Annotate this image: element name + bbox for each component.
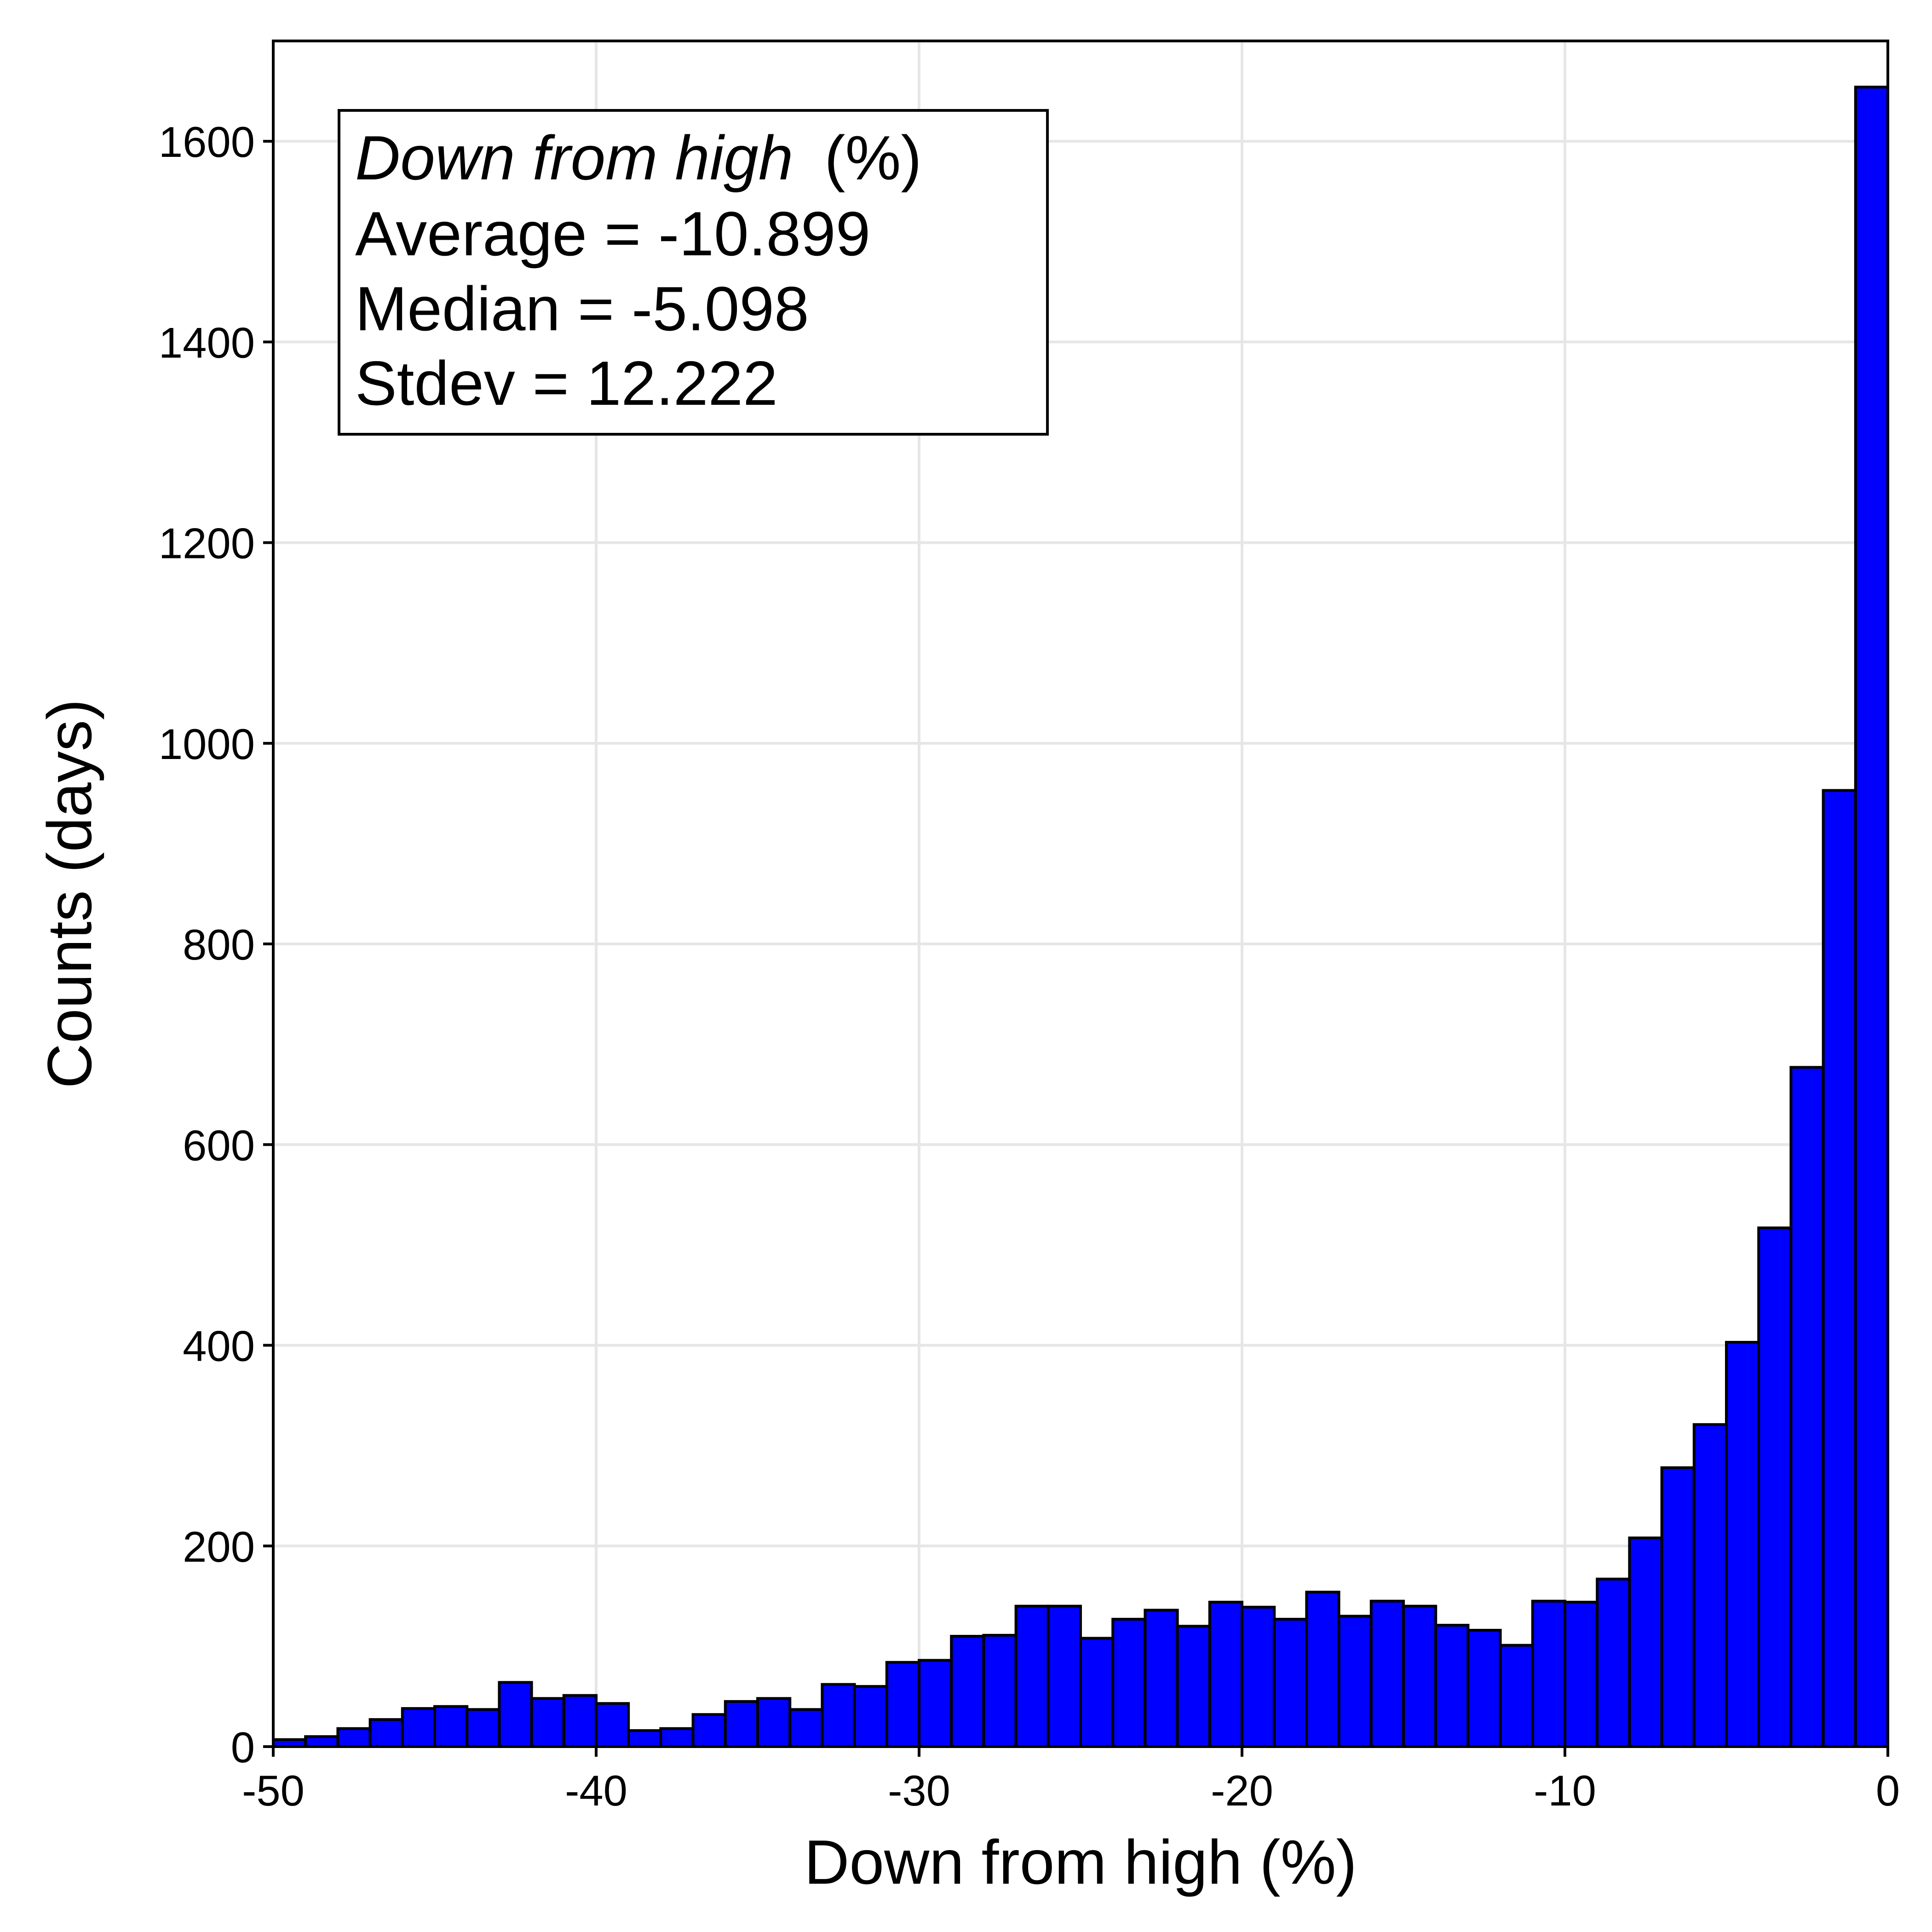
histogram-bar	[1208, 1600, 1244, 1748]
histogram-bar	[1596, 1577, 1631, 1748]
y-axis-label: Counts (days)	[34, 699, 104, 1089]
y-tick-label: 1000	[159, 720, 255, 768]
x-tick-label: 0	[1876, 1766, 1900, 1815]
histogram-bar	[530, 1697, 565, 1748]
x-tick-label: -50	[242, 1766, 305, 1815]
histogram-bar	[433, 1705, 469, 1748]
histogram-bar	[304, 1735, 339, 1748]
histogram-bar	[756, 1697, 792, 1748]
annotation-stdev: Stdev = 12.222	[355, 348, 778, 418]
histogram-bar	[1305, 1591, 1340, 1748]
histogram-bar	[1466, 1628, 1502, 1748]
histogram-bar	[885, 1661, 921, 1748]
x-axis-label: Down from high (%)	[804, 1827, 1357, 1897]
histogram-bar	[401, 1707, 436, 1748]
histogram-bar	[627, 1729, 662, 1748]
histogram-bar	[368, 1718, 404, 1748]
y-tick-label: 1200	[159, 519, 255, 568]
histogram-bar	[1369, 1599, 1405, 1748]
annotation-average: Average = -10.899	[355, 199, 870, 269]
histogram-bar	[1660, 1466, 1696, 1748]
histogram-bar	[1241, 1605, 1276, 1748]
histogram-bar	[1402, 1604, 1438, 1748]
histogram-bar	[1111, 1617, 1147, 1748]
x-tick-label: -10	[1534, 1766, 1596, 1815]
x-tick-label: -20	[1211, 1766, 1273, 1815]
histogram-bar	[918, 1659, 953, 1748]
histogram-bar	[498, 1681, 533, 1748]
histogram-bar	[691, 1713, 727, 1748]
histogram-bar	[1014, 1604, 1050, 1748]
annotation-title: Down from high (%)	[355, 123, 922, 193]
histogram-bar	[562, 1694, 598, 1748]
y-tick-label: 600	[183, 1121, 255, 1169]
histogram-bar	[1144, 1609, 1179, 1748]
histogram-bar	[853, 1685, 888, 1748]
histogram-bar	[950, 1635, 985, 1748]
x-tick-label: -30	[888, 1766, 950, 1815]
histogram-bar	[1434, 1624, 1470, 1748]
histogram-bar	[1692, 1423, 1728, 1748]
ticks-layer: -50 -40 -30 -20 -10 0 0 200 400 600 800 1000 1200 140…	[159, 118, 1900, 1815]
histogram-bar	[1822, 789, 1857, 1748]
stats-annotation: Down from high (%) Average = -10.899 Med…	[338, 109, 1049, 436]
histogram-bar	[1789, 1066, 1825, 1748]
histogram-bar	[724, 1700, 759, 1748]
y-tick-label: 1400	[159, 318, 255, 367]
histogram-bar	[821, 1683, 856, 1748]
histogram-bar	[1499, 1644, 1534, 1748]
histogram-bar	[1079, 1637, 1115, 1748]
annotation-title-italic: Down from high	[355, 123, 793, 193]
histogram-bar	[1757, 1226, 1793, 1748]
annotation-title-rest: (%)	[824, 123, 922, 193]
x-tick-label: -40	[565, 1766, 627, 1815]
histogram-bar	[1854, 86, 1890, 1748]
histogram-bar	[1725, 1340, 1760, 1748]
histogram-bar	[1337, 1615, 1373, 1748]
y-tick-label: 0	[231, 1723, 255, 1771]
histogram-bar	[1046, 1604, 1082, 1748]
histogram-bar	[336, 1727, 372, 1748]
histogram-bar	[1628, 1536, 1663, 1748]
annotation-box	[338, 109, 1049, 436]
plot-frame	[272, 40, 1889, 1748]
histogram-bar	[659, 1727, 695, 1748]
y-tick-label: 200	[183, 1523, 255, 1571]
histogram-bar	[1564, 1600, 1599, 1748]
y-tick-label: 400	[183, 1322, 255, 1370]
histogram-bar	[1531, 1599, 1567, 1748]
histogram-bar	[1273, 1617, 1308, 1748]
annotation-median: Median = -5.098	[355, 274, 809, 344]
y-tick-label: 800	[183, 920, 255, 969]
histogram-bar	[982, 1633, 1018, 1748]
histogram-bar	[466, 1708, 501, 1748]
histogram-bar	[1176, 1625, 1211, 1748]
histogram-bar	[788, 1708, 824, 1748]
histogram-bar	[595, 1702, 630, 1748]
y-tick-label: 1600	[159, 118, 255, 166]
